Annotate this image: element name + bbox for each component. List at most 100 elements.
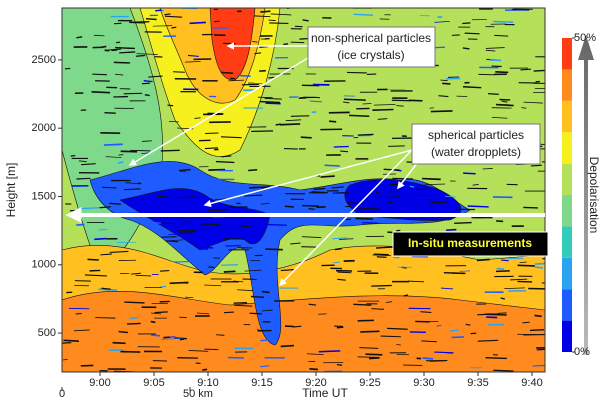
colorbar-tick-label: 0% xyxy=(574,346,590,358)
x-tick-label: 9:35 xyxy=(467,377,488,389)
texture xyxy=(363,104,372,105)
texture xyxy=(463,173,476,174)
texture xyxy=(281,346,294,347)
texture xyxy=(63,340,78,341)
texture xyxy=(206,247,213,248)
texture xyxy=(142,141,152,142)
texture xyxy=(344,99,366,100)
texture xyxy=(221,265,238,266)
x-tick-label: 9:05 xyxy=(143,377,164,389)
texture xyxy=(465,33,480,34)
y-tick-label: 2500 xyxy=(32,54,56,66)
texture xyxy=(423,358,434,359)
annotation: (ice crystals) xyxy=(337,48,404,62)
texture xyxy=(392,178,413,179)
colorbar-segment xyxy=(562,101,572,132)
texture xyxy=(533,365,552,366)
texture xyxy=(303,20,309,21)
texture xyxy=(302,206,319,207)
annotation: In-situ measurements xyxy=(408,236,532,250)
texture xyxy=(119,332,128,333)
texture xyxy=(104,113,115,114)
texture xyxy=(136,55,145,56)
texture xyxy=(164,14,170,15)
texture xyxy=(284,149,298,150)
x-tick-label: 9:00 xyxy=(89,377,110,389)
texture xyxy=(251,296,264,297)
texture xyxy=(205,148,218,149)
texture xyxy=(179,170,191,171)
texture xyxy=(462,23,470,24)
texture xyxy=(222,156,232,157)
texture xyxy=(269,20,276,21)
texture xyxy=(144,81,153,82)
y-tick-label: 1500 xyxy=(32,190,56,202)
texture xyxy=(114,62,130,63)
texture xyxy=(354,14,373,15)
texture xyxy=(269,23,288,24)
colorbar-tick-label: 50% xyxy=(574,32,596,44)
texture xyxy=(224,312,234,313)
texture xyxy=(104,144,123,145)
texture xyxy=(208,267,214,268)
texture xyxy=(463,48,470,49)
texture xyxy=(168,105,174,106)
texture xyxy=(434,352,453,353)
annotation: (water dropplets) xyxy=(431,145,521,159)
texture xyxy=(396,106,403,107)
texture xyxy=(118,162,123,163)
texture xyxy=(530,330,544,331)
colorbar-segment xyxy=(562,258,572,289)
texture xyxy=(109,203,120,204)
texture xyxy=(404,295,408,296)
texture xyxy=(160,271,169,272)
texture xyxy=(523,207,538,208)
texture xyxy=(522,322,529,323)
texture xyxy=(338,272,352,273)
texture xyxy=(202,369,207,370)
texture xyxy=(437,325,441,326)
texture xyxy=(121,151,137,152)
texture xyxy=(531,165,542,166)
texture xyxy=(129,22,149,23)
texture xyxy=(388,146,405,147)
texture xyxy=(321,176,335,177)
texture xyxy=(372,109,393,110)
texture xyxy=(142,83,150,84)
texture xyxy=(76,37,82,38)
y-tick-label: 2000 xyxy=(32,122,56,134)
texture xyxy=(360,331,379,332)
texture xyxy=(325,165,340,166)
texture xyxy=(179,283,188,284)
texture xyxy=(262,209,279,210)
texture xyxy=(466,324,471,325)
texture xyxy=(355,218,373,219)
texture xyxy=(485,314,507,315)
colorbar-segment xyxy=(562,226,572,257)
texture xyxy=(376,247,393,248)
texture xyxy=(262,292,270,293)
texture xyxy=(348,203,364,204)
texture xyxy=(495,72,508,73)
texture xyxy=(333,262,340,263)
texture xyxy=(115,48,135,49)
texture xyxy=(493,21,513,22)
texture xyxy=(316,207,325,208)
colorbar-label: Depolarisation xyxy=(587,157,601,234)
chart: non-spherical particles (ice crystals) s… xyxy=(0,0,605,403)
x-tick-label: 9:15 xyxy=(251,377,272,389)
texture xyxy=(319,351,340,352)
texture xyxy=(301,137,312,138)
distance-tick-label: 50 km xyxy=(183,388,213,400)
texture xyxy=(208,210,228,211)
texture xyxy=(94,239,106,240)
texture xyxy=(446,230,456,231)
distance-tick-label: 0 xyxy=(59,388,65,400)
texture xyxy=(285,206,294,207)
texture xyxy=(87,259,98,260)
texture xyxy=(534,315,541,316)
texture xyxy=(161,286,166,287)
texture xyxy=(94,35,105,36)
texture xyxy=(238,75,251,76)
texture xyxy=(190,22,206,23)
